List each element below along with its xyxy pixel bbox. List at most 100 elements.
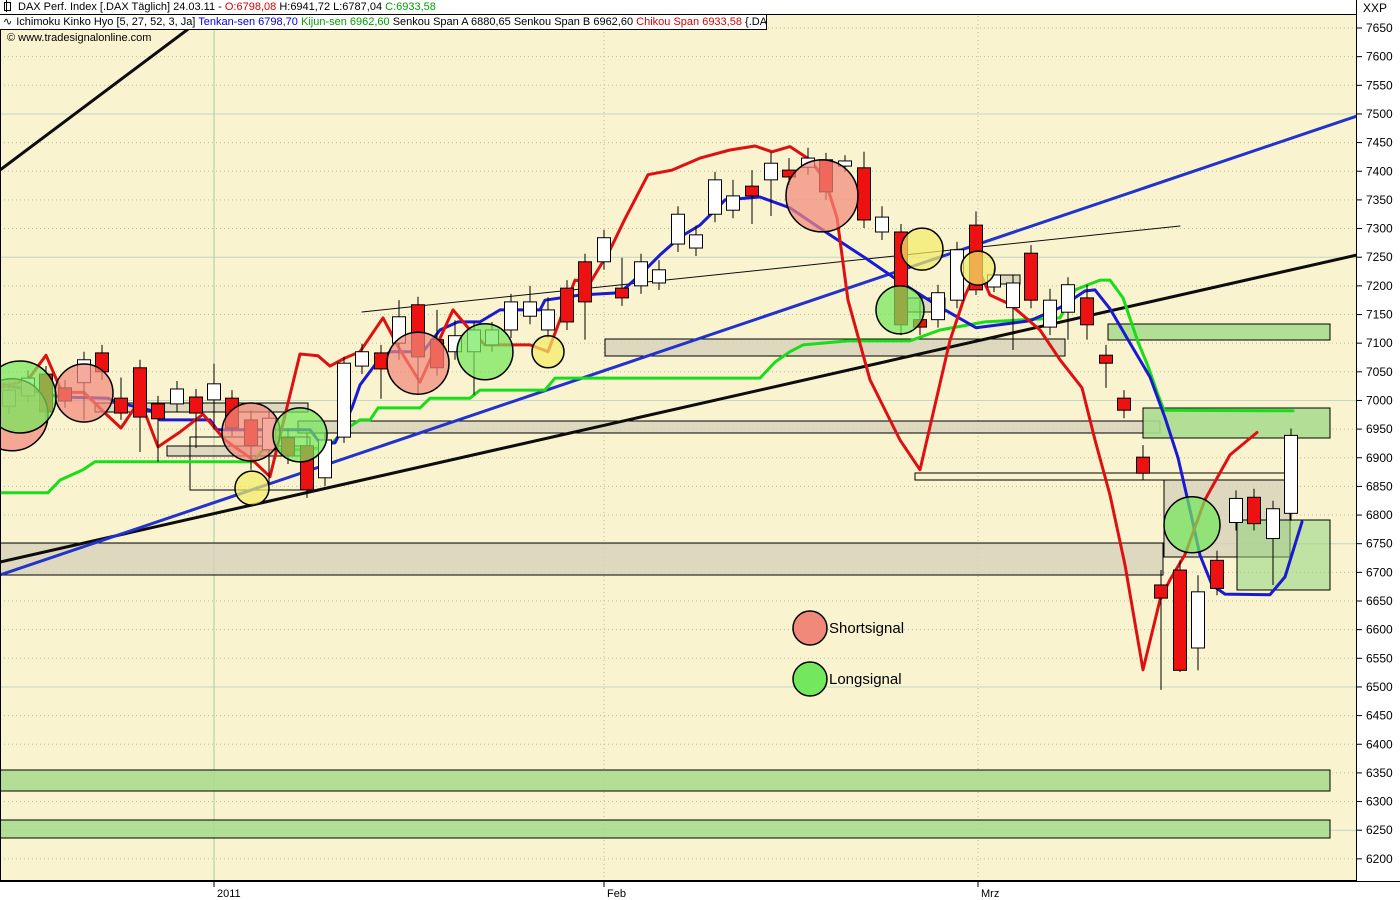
copyright-text: © www.tradesignalonline.com <box>7 32 152 44</box>
candle <box>541 297 555 338</box>
trendline <box>0 114 1357 577</box>
header-segment: Ichimoku Kinko Hyo [5, 27, 52, 3, Ja] <box>16 16 199 28</box>
price-tick-label: 6950 <box>1366 422 1393 436</box>
short-signal-marker <box>221 402 281 462</box>
candle-body <box>1061 284 1075 313</box>
time-tick-label: Mrz <box>981 888 999 900</box>
candle-body <box>726 195 740 211</box>
short-signal-marker <box>54 363 114 423</box>
candle-body <box>170 388 184 405</box>
candle-body <box>337 362 351 438</box>
candle-body <box>151 403 165 420</box>
candle-body <box>1173 569 1187 671</box>
time-axis[interactable]: 2011 Feb Mrz <box>213 882 999 900</box>
short-signal-marker <box>386 331 450 395</box>
header-segment: Chikou Span 6933,58 <box>636 16 746 28</box>
candle-body <box>504 301 518 331</box>
neutral-signal-marker <box>960 250 996 286</box>
candle-body <box>1191 591 1205 649</box>
candle <box>1229 490 1243 531</box>
zone-band <box>0 769 1331 792</box>
candle-body <box>374 352 388 370</box>
price-tick-label: 6200 <box>1366 852 1393 866</box>
instrument-header-row: DAX Perf. Index [.DAX Täglich] 24.03.11 … <box>0 0 1356 15</box>
price-tick-label: 6350 <box>1366 766 1393 780</box>
price-tick-label: 7000 <box>1366 393 1393 407</box>
indicator-title: Ichimoku Kinko Hyo [5, 27, 52, 3, Ja] Te… <box>16 16 767 28</box>
candle-body <box>1210 559 1224 589</box>
price-tick-label: 7400 <box>1366 164 1393 178</box>
price-tick-label: 7350 <box>1366 193 1393 207</box>
candle-body <box>1080 297 1094 326</box>
candle-body <box>857 167 871 221</box>
price-tick-label: 6850 <box>1366 479 1393 493</box>
long-signal-marker <box>875 285 925 335</box>
candle-body <box>1043 299 1057 328</box>
price-tick-label: 6250 <box>1366 823 1393 837</box>
price-tick-label: 7550 <box>1366 78 1393 92</box>
price-tick-label: 6800 <box>1366 508 1393 522</box>
candle <box>931 284 945 328</box>
candle <box>1284 428 1298 521</box>
candle <box>1210 550 1224 596</box>
candle-body <box>541 309 555 331</box>
price-tick-label: 7450 <box>1366 136 1393 150</box>
instrument-title: DAX Perf. Index [.DAX Täglich] 24.03.11 … <box>18 1 436 13</box>
candle <box>1154 570 1168 690</box>
long-signal-marker <box>0 360 57 434</box>
header-segment: {.DAX} <box>745 16 767 28</box>
candle-body <box>133 367 147 418</box>
candle <box>1043 288 1057 336</box>
candle <box>207 363 221 430</box>
plot-background <box>0 0 1357 881</box>
price-tick-label: 6600 <box>1366 623 1393 637</box>
price-tick-label: 7300 <box>1366 222 1393 236</box>
header-segment: H:6941,72 L:6787,04 <box>279 1 386 13</box>
price-tick-label: 6750 <box>1366 537 1393 551</box>
candle-body <box>1024 252 1038 301</box>
zone-band <box>0 819 1331 839</box>
time-tick-label: Feb <box>607 888 626 900</box>
legend-marker <box>792 661 828 697</box>
candle-body <box>950 249 964 301</box>
zone-band <box>0 542 1164 576</box>
candle-body <box>355 351 369 367</box>
zones-layer <box>0 274 1331 839</box>
candle <box>170 380 184 412</box>
candle-body <box>560 287 574 323</box>
indicator-header-row: ∿ Ichimoku Kinko Hyo [5, 27, 52, 3, Ja] T… <box>0 15 767 30</box>
header-segment: O:6798,08 <box>224 1 280 13</box>
candle-body <box>931 292 945 321</box>
candle <box>523 285 537 325</box>
price-axis[interactable]: XXP 7650 7600 7550 7500 7450 7400 7350 7300 7250 7… <box>1357 1 1393 866</box>
candle-body <box>523 301 537 317</box>
plot-area: Shortsignal Longsignal <box>0 0 1357 881</box>
price-tick-label: 6300 <box>1366 795 1393 809</box>
candle <box>726 179 740 219</box>
price-tick-label: 6700 <box>1366 565 1393 579</box>
candle <box>1266 500 1280 585</box>
short-signal-marker <box>785 159 859 233</box>
candle <box>1191 575 1205 671</box>
neutral-signal-marker <box>900 227 944 271</box>
candle <box>1247 488 1261 531</box>
header-segment: C:6933,58 <box>385 1 436 13</box>
signals-layer <box>0 159 1221 554</box>
price-tick-label: 7600 <box>1366 50 1393 64</box>
candle <box>875 206 889 241</box>
candle <box>615 257 629 306</box>
candle <box>745 170 759 224</box>
candle-body <box>189 396 203 414</box>
header-segment: Kijun-sen 6962,60 <box>300 16 393 28</box>
price-tick-label: 6900 <box>1366 451 1393 465</box>
candle <box>597 229 611 270</box>
candle-body <box>689 234 703 249</box>
candle <box>1136 445 1150 481</box>
candle <box>1061 277 1075 340</box>
candle <box>652 260 666 290</box>
neutral-signal-marker <box>531 334 565 369</box>
price-tick-label: 7200 <box>1366 279 1393 293</box>
neutral-signal-marker <box>234 470 270 506</box>
